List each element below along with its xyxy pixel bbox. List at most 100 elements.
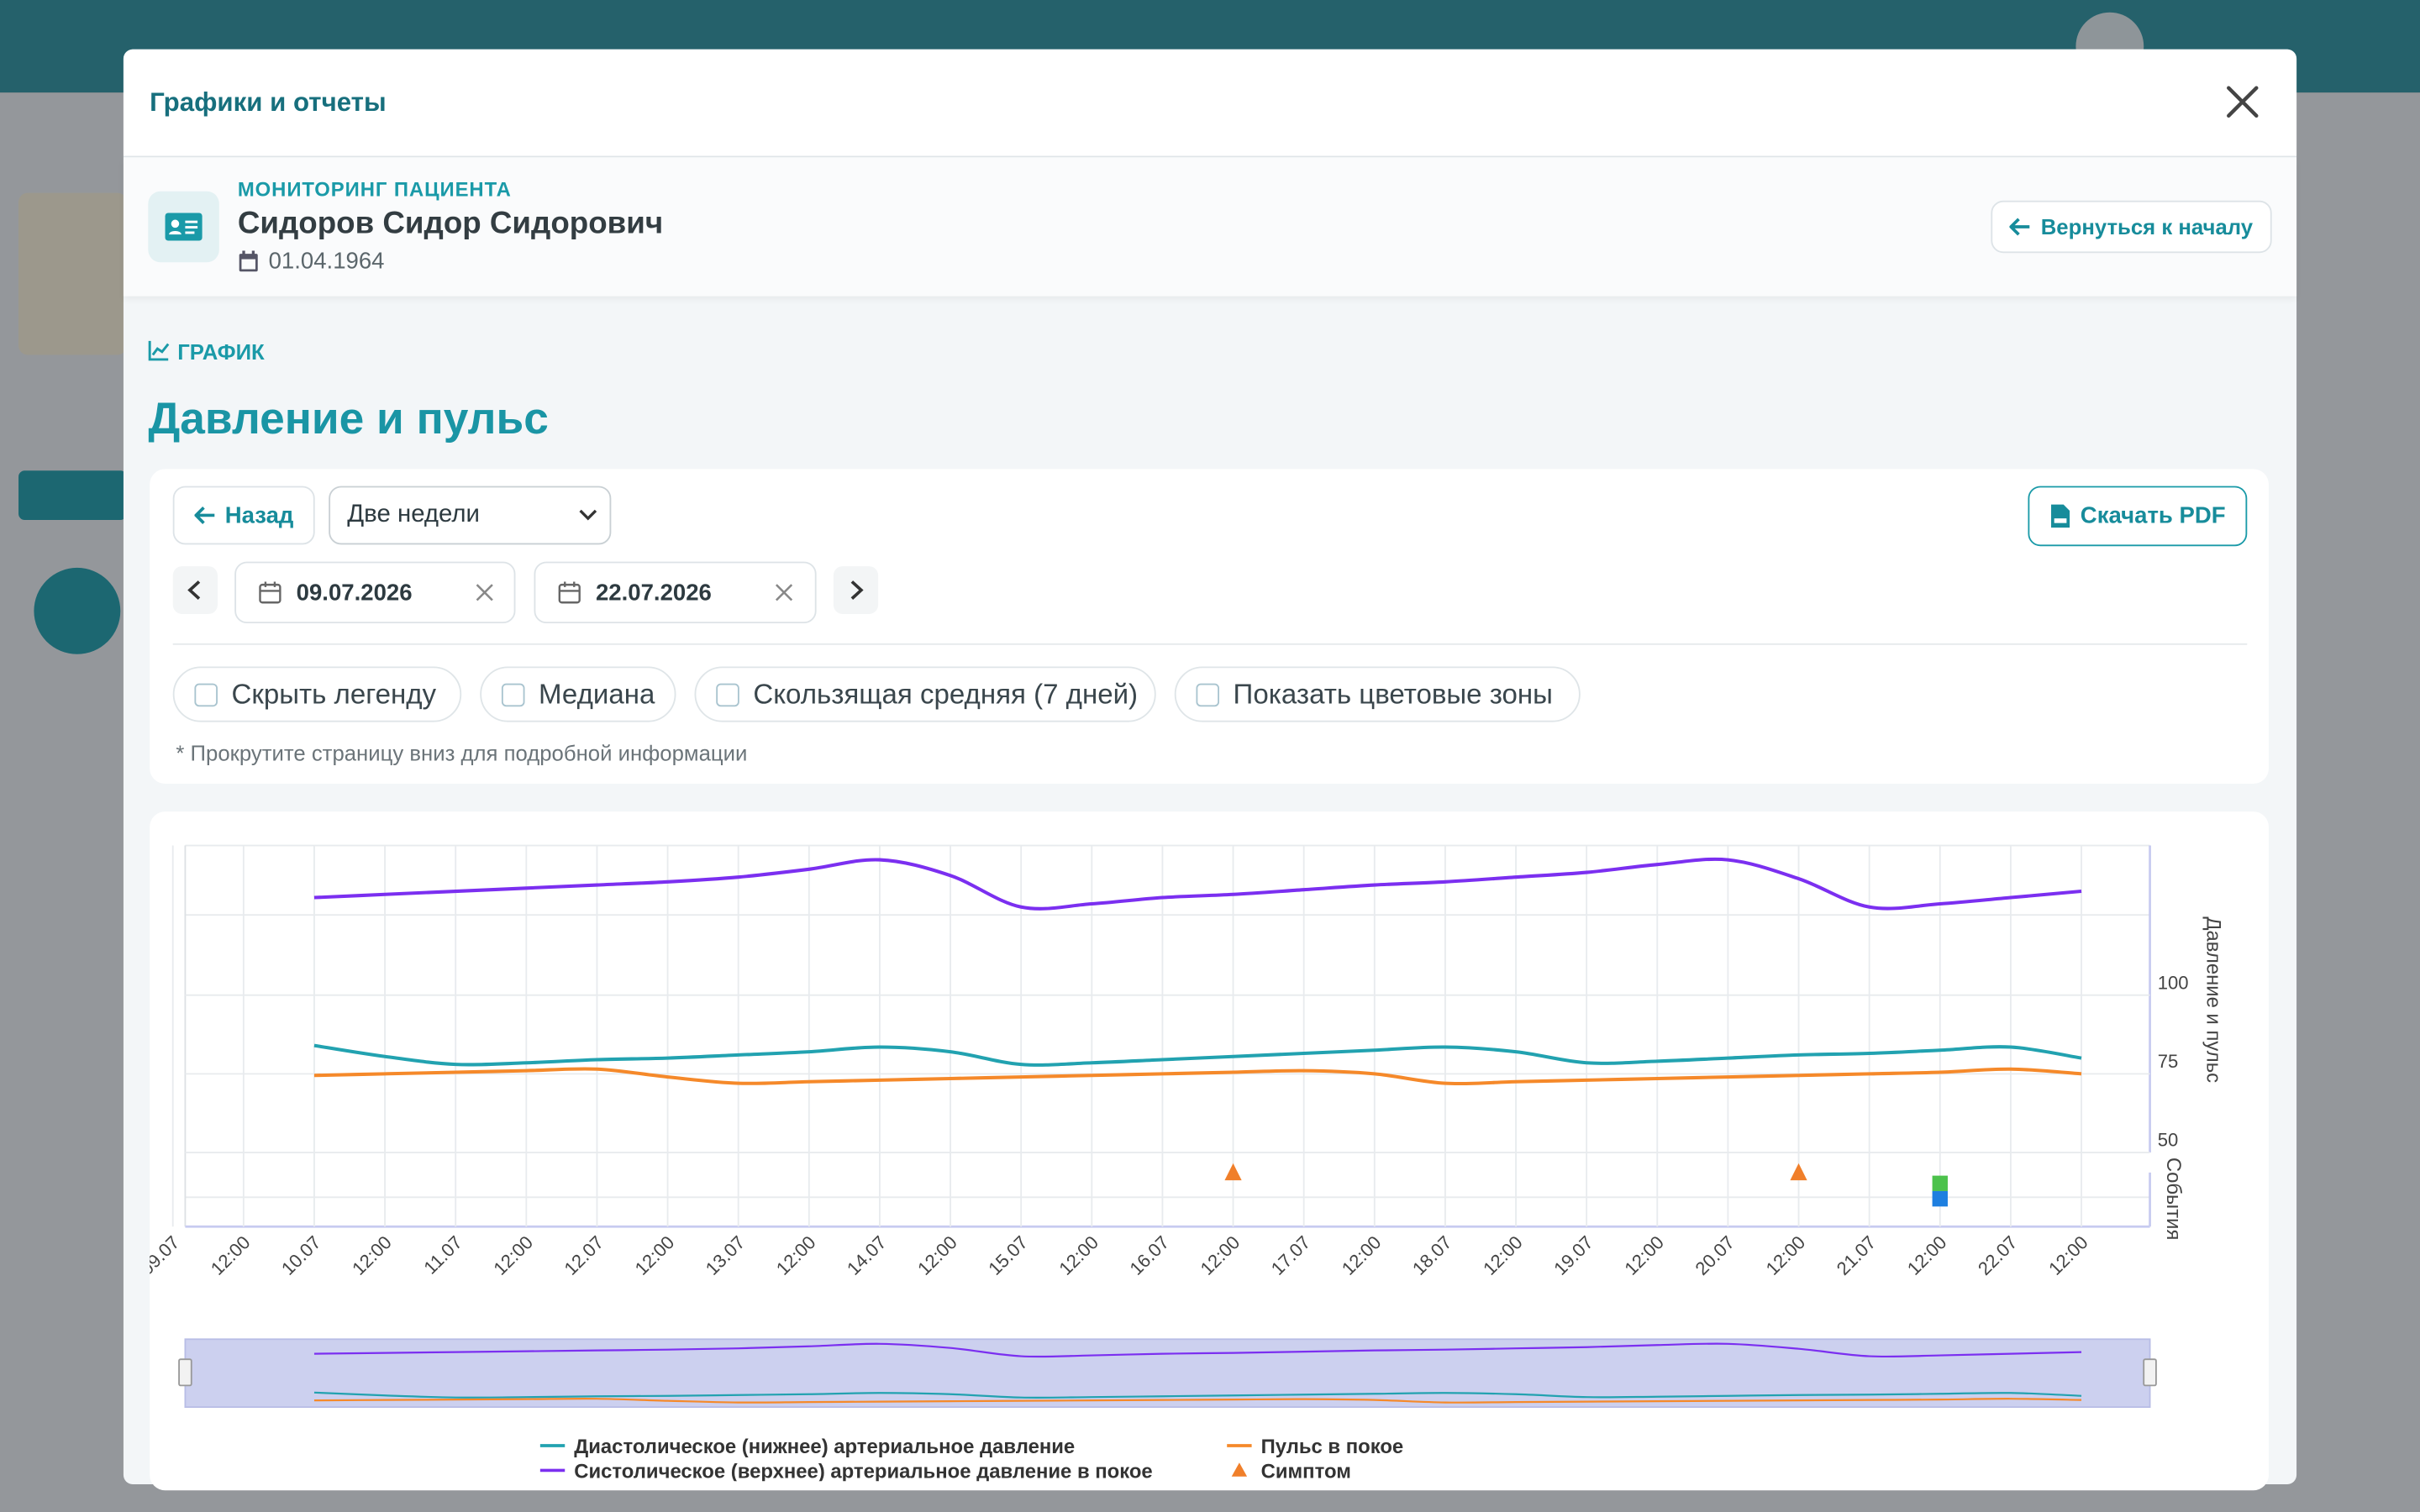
- note: * Прокрутите страницу вниз для подробной…: [176, 740, 748, 766]
- navigator-handle[interactable]: [178, 1358, 192, 1387]
- arrow-icon: [193, 506, 214, 524]
- checkbox[interactable]: [501, 682, 525, 706]
- section-title: Давление и пульс: [148, 395, 549, 444]
- legend-swatch: [1231, 1462, 1248, 1477]
- toggle-text: Показать цветовые зоны: [1233, 678, 1553, 709]
- y-tick-label: 50: [2158, 1130, 2179, 1151]
- x-tick-label: 09.07: [150, 1231, 183, 1279]
- patient-name: Сидоров Сидор Сидорович: [237, 207, 664, 241]
- x-tick-label: 12:00: [207, 1231, 255, 1279]
- legend-label: Пульс в покое: [1261, 1436, 1404, 1458]
- close-button[interactable]: [2224, 83, 2261, 120]
- arrow-icon: [2010, 218, 2030, 236]
- divider: [172, 643, 2248, 645]
- date-from-value: 09.07.2026: [296, 579, 413, 606]
- x-tick-label: 22.07: [1974, 1231, 2022, 1279]
- clear-icon[interactable]: [775, 583, 793, 601]
- event-marker: [1224, 1163, 1242, 1181]
- section-label: ГРАФИК: [177, 339, 265, 365]
- calendar-icon: [558, 581, 581, 604]
- modal-header: [123, 49, 2297, 158]
- x-tick-label: 12:00: [913, 1231, 961, 1279]
- series-line: [313, 857, 2082, 911]
- x-tick-label: 17.07: [1267, 1231, 1315, 1279]
- event-marker: [1790, 1163, 1807, 1181]
- next-button[interactable]: [833, 566, 879, 615]
- series-line: [313, 1043, 2082, 1067]
- date-from-input[interactable]: 09.07.2026: [234, 561, 516, 624]
- back-text: Назад: [224, 501, 294, 529]
- toggle-hide-legend[interactable]: Скрыть легенду: [172, 666, 462, 722]
- navigator-line: [313, 1397, 2082, 1404]
- toggle-text: Скользящая средняя (7 дней): [753, 678, 1139, 709]
- x-tick-label: 14.07: [843, 1231, 891, 1279]
- x-tick-label: 12:00: [1055, 1231, 1102, 1279]
- pdf-icon: [2050, 504, 2070, 528]
- calendar-icon: [259, 581, 281, 604]
- patient-label: МОНИТОРИНГ ПАЦИЕНТА: [237, 177, 512, 201]
- checkbox[interactable]: [716, 682, 739, 706]
- date-to-value: 22.07.2026: [595, 579, 712, 606]
- x-tick-label: 21.07: [1833, 1231, 1881, 1279]
- download-pdf-text: Скачать PDF: [2080, 502, 2226, 530]
- patient-birth-date: 01.04.1964: [268, 248, 385, 275]
- x-tick-label: 12:00: [1479, 1231, 1527, 1279]
- back-to-start-text: Вернуться к началу: [2040, 214, 2254, 239]
- x-tick-label: 12:00: [2044, 1231, 2092, 1279]
- toggle-text: Медиана: [539, 678, 655, 709]
- download-pdf-button[interactable]: Скачать PDF: [2028, 486, 2248, 547]
- navigator-handle[interactable]: [2143, 1358, 2157, 1387]
- date-to-input[interactable]: 22.07.2026: [534, 561, 817, 624]
- legend-label: Диастолическое (нижнее) артериальное дав…: [574, 1436, 1075, 1458]
- modal-title: Графики и отчеты: [150, 87, 387, 118]
- x-tick-label: 12:00: [1620, 1231, 1668, 1279]
- x-tick-label: 20.07: [1691, 1231, 1739, 1279]
- period-select[interactable]: Две недели: [329, 486, 612, 545]
- x-tick-label: 12.07: [560, 1231, 608, 1279]
- x-tick-label: 11.07: [419, 1231, 466, 1278]
- x-tick-label: 13.07: [702, 1231, 750, 1279]
- x-tick-label: 12:00: [348, 1231, 396, 1279]
- x-tick-label: 10.07: [277, 1231, 325, 1279]
- toggle-color-zones[interactable]: Показать цветовые зоны: [1174, 666, 1581, 722]
- x-tick-label: 12:00: [631, 1231, 679, 1279]
- y-tick-label: 75: [2158, 1051, 2179, 1072]
- x-tick-label: 19.07: [1549, 1231, 1597, 1279]
- clear-icon[interactable]: [476, 583, 494, 601]
- back-to-start-button[interactable]: Вернуться к началу: [1991, 200, 2272, 254]
- x-tick-label: 12:00: [1903, 1231, 1951, 1279]
- navigator-line: [313, 1391, 2082, 1399]
- chevron: [579, 509, 597, 521]
- patient-panel: [123, 157, 2297, 297]
- x-tick-label: 12:00: [772, 1231, 820, 1279]
- legend-label: Систолическое (верхнее) артериальное дав…: [574, 1461, 1152, 1482]
- series-line: [313, 1067, 2082, 1086]
- checkbox[interactable]: [1196, 682, 1220, 706]
- bg-avatar: [34, 567, 121, 654]
- x-tick-label: 12:00: [1762, 1231, 1810, 1279]
- bg-button: [18, 470, 127, 520]
- prev-button[interactable]: [172, 566, 218, 615]
- chart-icon: [148, 340, 170, 361]
- x-tick-label: 12:00: [1197, 1231, 1244, 1279]
- x-tick-label: 18.07: [1408, 1231, 1456, 1279]
- x-tick-label: 12:00: [1338, 1231, 1386, 1279]
- patient-icon: [148, 191, 219, 263]
- back-button[interactable]: Назад: [172, 486, 315, 545]
- y-axis-title: Давление и пульс: [2202, 916, 2225, 1083]
- toggle-moving-average[interactable]: Скользящая средняя (7 дней): [694, 666, 1156, 722]
- checkbox[interactable]: [194, 682, 218, 706]
- calendar-icon: [239, 250, 258, 272]
- x-tick-label: 15.07: [984, 1231, 1032, 1279]
- legend-label: Симптом: [1261, 1461, 1351, 1482]
- x-tick-label: 12:00: [489, 1231, 537, 1279]
- toggle-median[interactable]: Медиана: [480, 666, 676, 722]
- toggle-text: Скрыть легенду: [231, 678, 437, 709]
- chart: Давление и пульс События 09.07 12:00 10.07…: [150, 844, 2225, 1482]
- bg-card: [18, 192, 127, 355]
- period-value: Две недели: [347, 501, 480, 528]
- event-marker: [1932, 1175, 1948, 1191]
- navigator-line: [313, 1342, 2082, 1358]
